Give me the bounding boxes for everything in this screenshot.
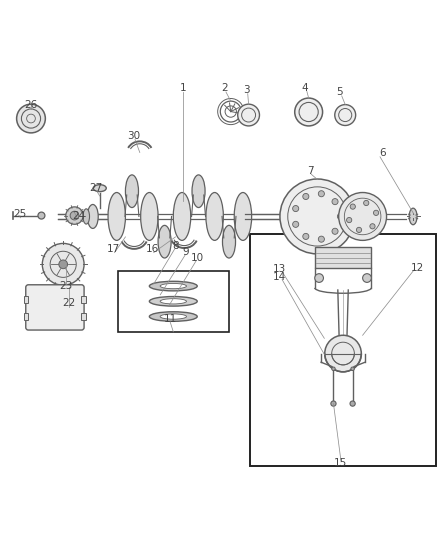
Bar (24, 296, 28, 303)
Bar (81, 313, 86, 320)
Circle shape (303, 233, 309, 239)
Text: 13: 13 (273, 264, 286, 274)
Ellipse shape (160, 314, 187, 319)
Text: 15: 15 (334, 458, 347, 468)
Circle shape (335, 104, 356, 125)
Circle shape (363, 273, 371, 282)
Circle shape (351, 367, 354, 370)
Circle shape (42, 244, 84, 285)
Ellipse shape (173, 192, 191, 240)
Text: 9: 9 (183, 247, 189, 257)
Ellipse shape (234, 192, 252, 240)
Ellipse shape (87, 205, 98, 229)
Ellipse shape (141, 192, 158, 240)
Ellipse shape (93, 184, 106, 192)
Circle shape (357, 227, 362, 232)
Circle shape (332, 199, 338, 205)
Ellipse shape (192, 175, 205, 207)
Circle shape (280, 179, 355, 254)
Text: 2: 2 (221, 83, 228, 93)
Ellipse shape (149, 281, 197, 291)
Text: 22: 22 (62, 298, 75, 309)
Ellipse shape (158, 225, 171, 258)
Circle shape (38, 212, 45, 219)
Text: 12: 12 (410, 263, 424, 273)
Text: 4: 4 (302, 83, 308, 93)
Ellipse shape (149, 312, 197, 321)
Text: 16: 16 (146, 244, 159, 254)
Text: 25: 25 (13, 209, 26, 219)
Bar (24, 313, 28, 320)
Text: 14: 14 (273, 272, 286, 282)
Text: 3: 3 (243, 85, 250, 95)
Bar (251, 235, 436, 466)
Circle shape (346, 217, 352, 223)
Circle shape (293, 206, 299, 212)
Circle shape (238, 104, 259, 126)
Text: 8: 8 (172, 241, 179, 251)
Circle shape (66, 207, 83, 224)
Text: 26: 26 (25, 100, 38, 110)
Circle shape (70, 211, 79, 220)
Ellipse shape (160, 284, 187, 289)
Circle shape (295, 98, 322, 126)
Text: 1: 1 (180, 83, 187, 93)
Ellipse shape (409, 208, 417, 225)
Circle shape (303, 193, 309, 199)
Text: 7: 7 (307, 166, 314, 176)
Bar (315, 247, 371, 268)
Text: 30: 30 (127, 131, 141, 141)
Ellipse shape (206, 192, 223, 240)
Bar (81, 296, 86, 303)
Circle shape (17, 104, 46, 133)
Circle shape (59, 260, 67, 269)
Ellipse shape (223, 225, 236, 258)
Text: 5: 5 (337, 87, 343, 98)
Ellipse shape (125, 175, 138, 207)
Circle shape (318, 191, 325, 197)
Circle shape (331, 401, 336, 406)
Text: 24: 24 (72, 211, 85, 221)
Circle shape (293, 221, 299, 228)
Circle shape (339, 192, 387, 240)
Circle shape (374, 210, 379, 215)
Ellipse shape (108, 192, 125, 240)
Circle shape (332, 367, 335, 370)
Circle shape (370, 224, 375, 229)
Circle shape (350, 401, 355, 406)
Text: 11: 11 (164, 314, 177, 324)
Circle shape (350, 204, 355, 209)
Ellipse shape (149, 296, 197, 306)
Text: 6: 6 (379, 148, 386, 158)
Bar (118, 271, 229, 332)
Ellipse shape (160, 298, 187, 304)
Circle shape (325, 335, 361, 372)
Circle shape (364, 200, 369, 206)
Text: 17: 17 (107, 244, 120, 254)
Text: 27: 27 (90, 183, 103, 193)
Text: 10: 10 (191, 253, 204, 263)
Circle shape (318, 236, 325, 242)
Circle shape (332, 228, 338, 235)
Text: 23: 23 (59, 281, 72, 291)
Ellipse shape (83, 209, 89, 224)
Circle shape (315, 273, 323, 282)
Circle shape (337, 213, 343, 220)
FancyBboxPatch shape (26, 285, 84, 330)
